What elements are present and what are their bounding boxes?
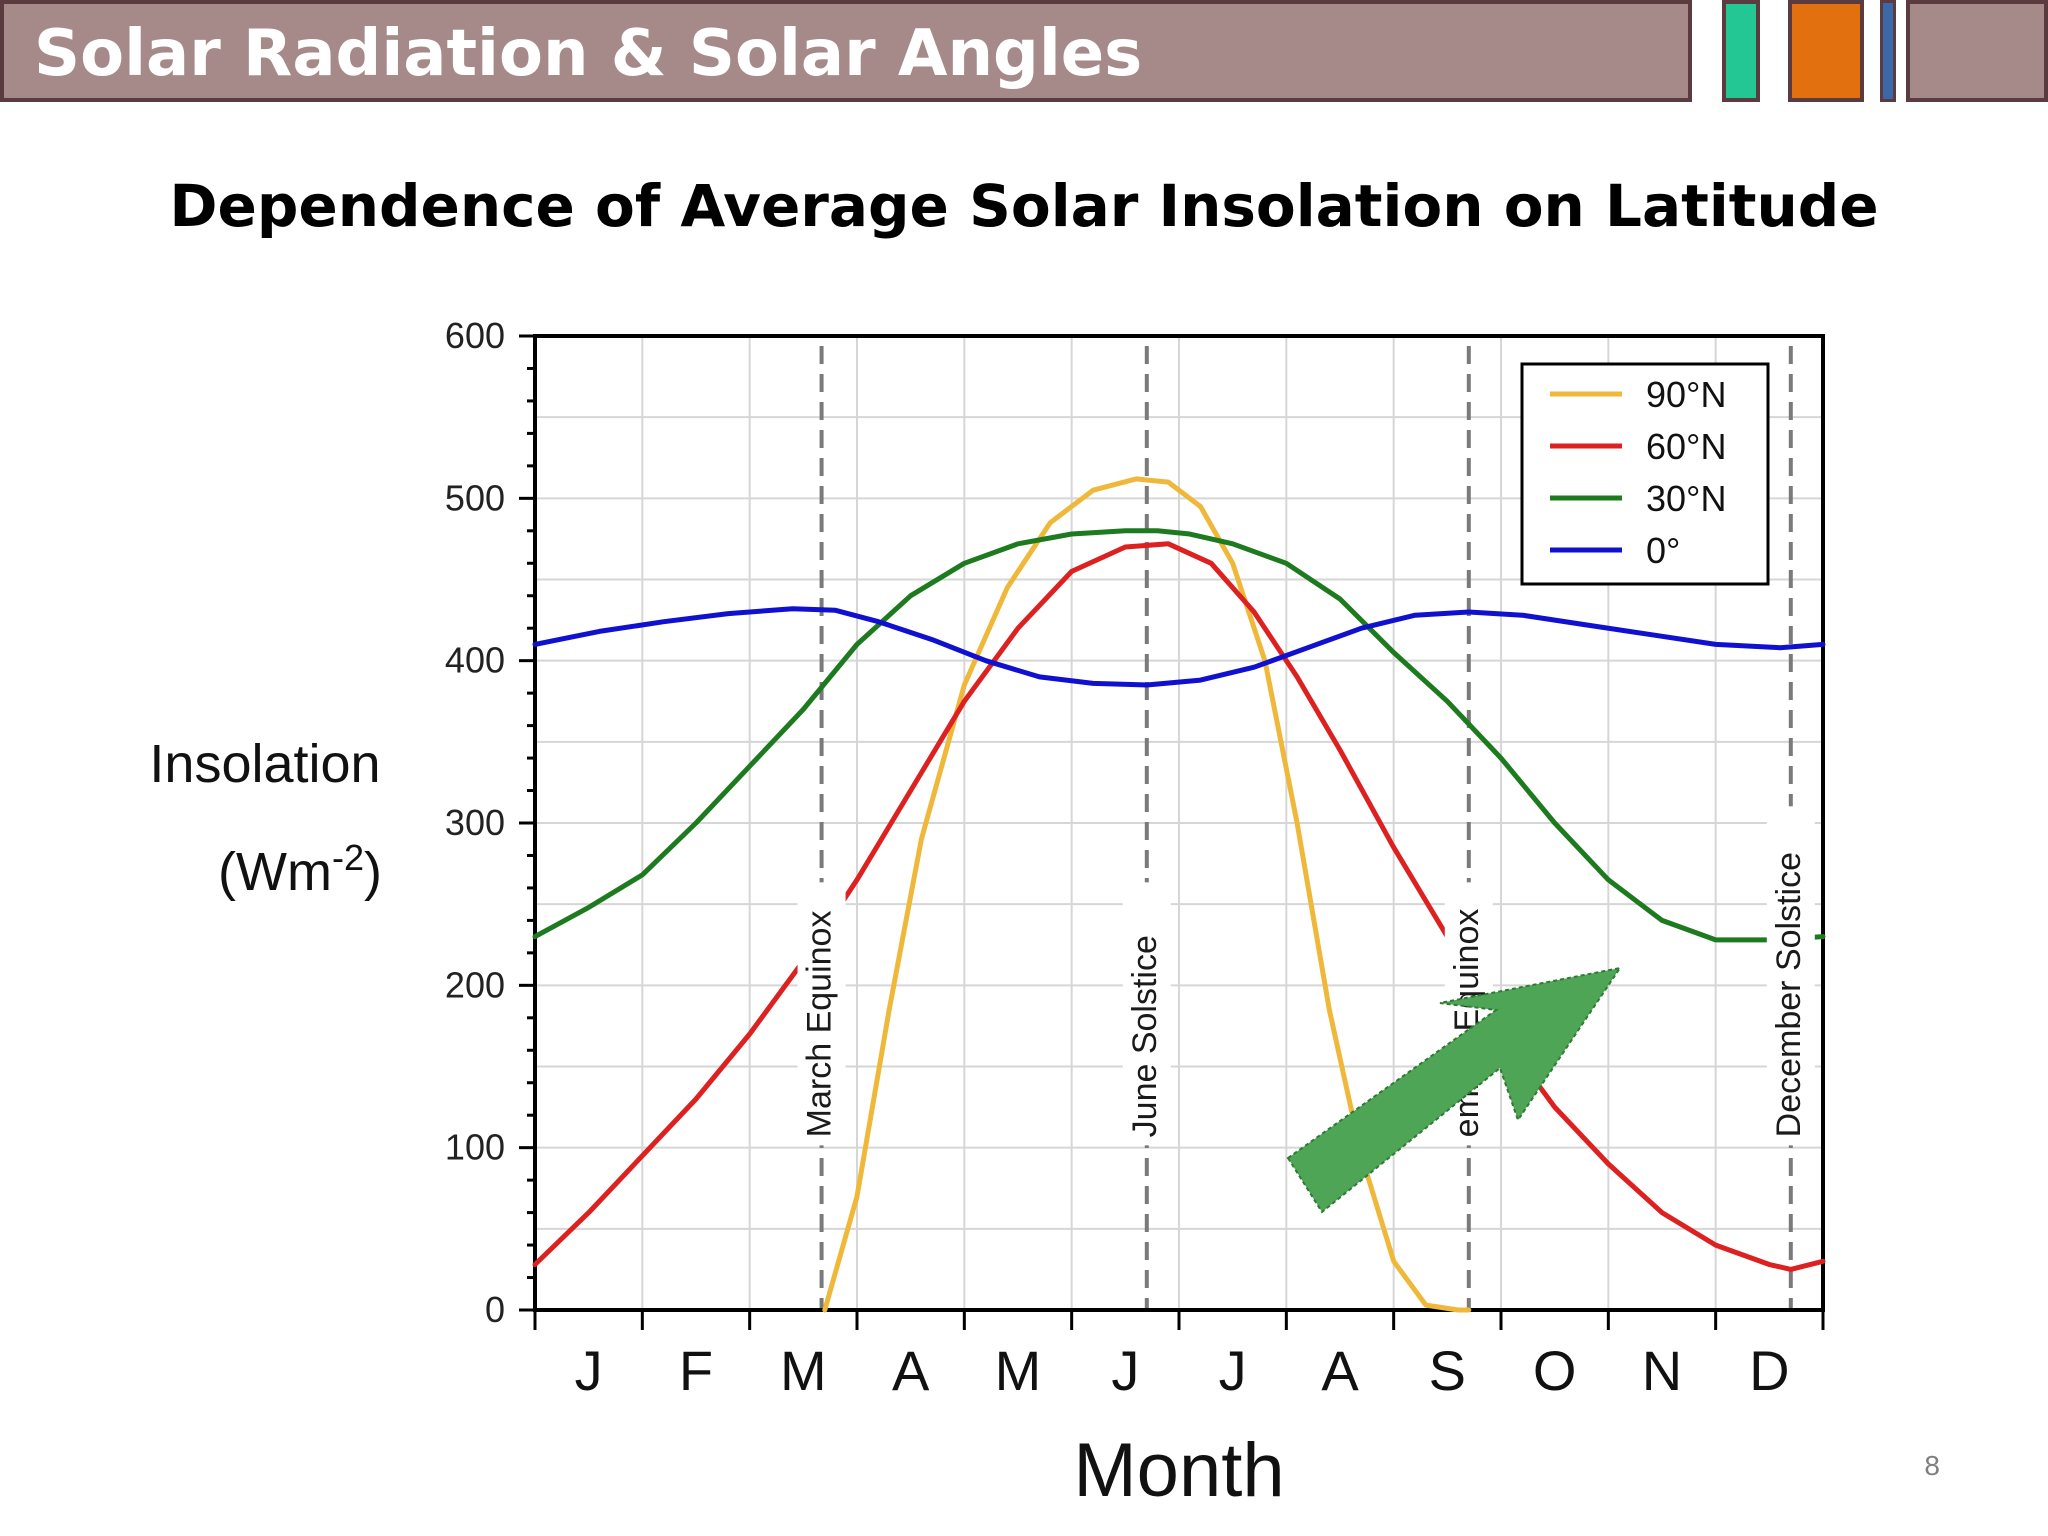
marker-label-bg [797, 882, 846, 1146]
legend-box [1520, 362, 1770, 586]
x-tick-label: N [1642, 1339, 1682, 1402]
chart-heading: Dependence of Average Solar Insolation o… [169, 172, 1879, 240]
y-axis-unit: (Wm-2) [218, 837, 382, 902]
page-number: 8 [1924, 1450, 1940, 1481]
x-axis-label: Month [1073, 1428, 1284, 1513]
slide-title: Solar Radiation & Solar Angles [34, 17, 1143, 91]
x-tick-label: M [995, 1339, 1042, 1402]
y-tick-label: 200 [445, 964, 505, 1005]
series-line [532, 528, 1826, 943]
series-line [532, 541, 1826, 1272]
y-tick-label: 400 [445, 640, 505, 681]
arrow-icon [1286, 966, 1623, 1214]
x-tick-label: S [1429, 1339, 1466, 1402]
x-tick-label: J [1111, 1339, 1139, 1402]
y-tick-label: 0 [485, 1289, 505, 1330]
accent-block-blue [1880, 0, 1896, 102]
x-tick-label: A [1321, 1339, 1359, 1402]
y-axis-label: Insolation [149, 734, 380, 794]
marker-label-bg [1766, 806, 1815, 1146]
series-line [822, 476, 1472, 1313]
x-tick-label: F [679, 1339, 713, 1402]
marker-label: December Solstice [1770, 852, 1808, 1137]
y-tick-label: 500 [445, 477, 505, 518]
accent-block-mauve [1906, 0, 2048, 102]
x-tick-label: J [575, 1339, 603, 1402]
x-tick-label: J [1219, 1339, 1247, 1402]
accent-block-teal [1722, 0, 1760, 102]
y-tick-label: 600 [445, 315, 505, 356]
series-line [532, 606, 1826, 688]
y-tick-label: 100 [445, 1127, 505, 1168]
marker-label: March Equinox [801, 911, 839, 1138]
x-tick-label: D [1749, 1339, 1789, 1402]
marker-label: June Solstice [1126, 935, 1164, 1137]
x-tick-label: A [892, 1339, 930, 1402]
title-bar: Solar Radiation & Solar Angles [0, 0, 1692, 102]
legend-label: 30°N [1646, 478, 1726, 519]
legend-label: 90°N [1646, 374, 1726, 415]
marker-label-bg [1122, 882, 1171, 1146]
y-tick-label: 300 [445, 802, 505, 843]
accent-block-orange [1788, 0, 1864, 102]
x-tick-label: M [780, 1339, 827, 1402]
legend-label: 0° [1646, 530, 1680, 571]
legend-label: 60°N [1646, 426, 1726, 467]
x-tick-label: O [1533, 1339, 1577, 1402]
